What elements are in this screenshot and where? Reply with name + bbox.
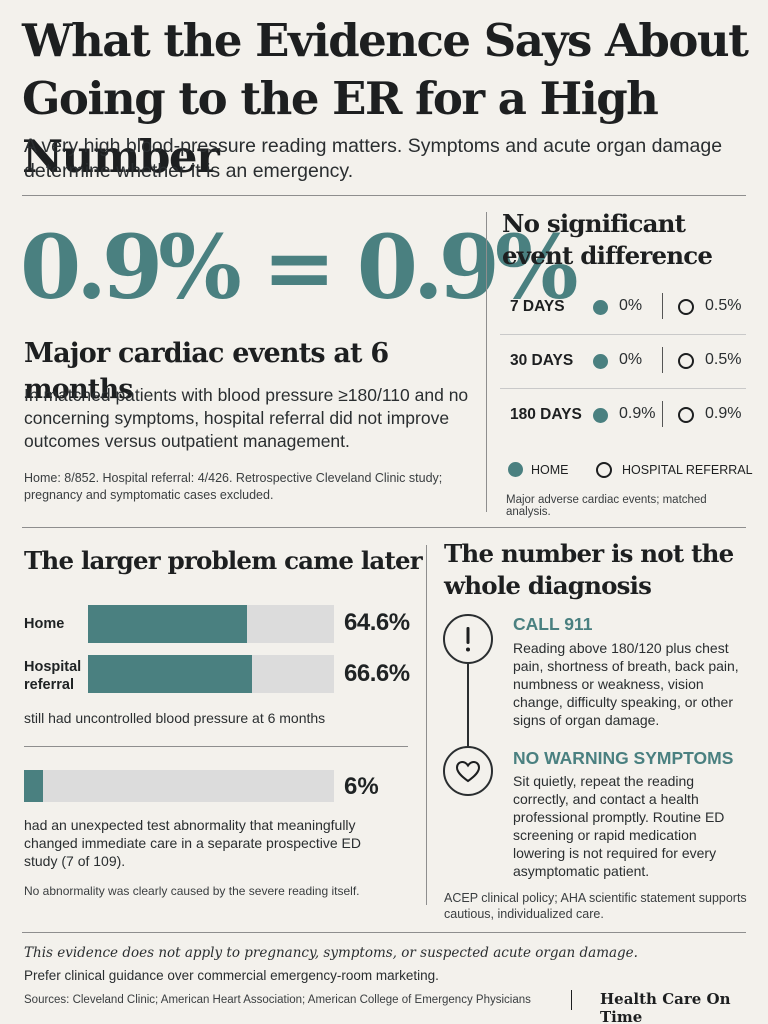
event-row-hospital-value: 0.9% — [705, 405, 742, 422]
legend-hospital-ring-icon — [596, 462, 612, 478]
bars-caption: still had uncontrolled blood pressure at… — [24, 710, 326, 726]
event-row-home-value: 0.9% — [619, 405, 656, 422]
event-row-day: 180 DAYS — [510, 406, 582, 423]
mid-divider — [22, 527, 746, 528]
bottom-column-divider — [426, 545, 427, 905]
legend-home-label: HOME — [531, 463, 569, 477]
top-column-divider — [486, 212, 487, 512]
bar-label-home: Home — [24, 616, 65, 632]
bar-track-hospital — [88, 655, 334, 693]
row-separator — [662, 293, 663, 319]
footer-divider — [22, 932, 746, 933]
event-row-30-days: 30 DAYS 0% 0.5% — [500, 334, 746, 388]
events-heading: No significant event difference — [502, 209, 713, 270]
home-dot-icon — [593, 300, 608, 315]
bar-value-home: 64.6% — [344, 609, 410, 636]
row-divider — [500, 334, 746, 335]
event-row-home-value: 0% — [619, 351, 643, 368]
no-warning-body: Sit quietly, repeat the reading correctl… — [513, 773, 725, 879]
row-separator — [662, 347, 663, 373]
no-warning-title: NO WARNING SYMPTOMS — [513, 748, 734, 768]
event-row-hospital-value: 0.5% — [705, 297, 742, 314]
abnormal-note: No abnormality was clearly caused by the… — [24, 884, 360, 898]
exclamation-icon — [443, 614, 493, 664]
call-911-body: Reading above 180/120 plus chest pain, s… — [513, 640, 739, 728]
home-dot-icon — [593, 354, 608, 369]
bar-fill-hospital — [88, 655, 252, 693]
legend-home-dot-icon — [508, 462, 523, 477]
legend-hospital-label: HOSPITAL REFERRAL — [622, 463, 753, 477]
footer-guidance: Prefer clinical guidance over commercial… — [24, 968, 439, 983]
abnormal-value: 6% — [344, 773, 379, 800]
stat-note: Home: 8/852. Hospital referral: 4/426. R… — [24, 471, 443, 502]
later-heading: The larger problem came later — [24, 546, 423, 575]
stat-body: In matched patients with blood pressure … — [24, 385, 469, 451]
hospital-ring-icon — [678, 407, 694, 423]
home-dot-icon — [593, 408, 608, 423]
hospital-ring-icon — [678, 299, 694, 315]
brand-divider — [571, 990, 572, 1010]
page-title: What the Evidence Says About Going to th… — [22, 14, 749, 183]
bar-value-hospital: 66.6% — [344, 660, 410, 687]
row-divider — [500, 388, 746, 389]
brand-logo: Health Care On Time — [600, 990, 731, 1024]
event-row-home-value: 0% — [619, 297, 643, 314]
hospital-ring-icon — [678, 353, 694, 369]
bar-track-home — [88, 605, 334, 643]
header-divider — [22, 195, 746, 196]
page-subtitle: A very high blood-pressure reading matte… — [24, 135, 723, 182]
event-row-7-days: 7 DAYS 0% 0.5% — [500, 280, 746, 334]
row-separator — [662, 401, 663, 427]
event-row-180-days: 180 DAYS 0.9% 0.9% — [500, 388, 746, 442]
heart-icon — [443, 746, 493, 796]
event-row-hospital-value: 0.5% — [705, 351, 742, 368]
stat-heading: Major cardiac events at 6 months — [24, 338, 389, 405]
event-row-day: 30 DAYS — [510, 352, 574, 369]
event-row-day: 7 DAYS — [510, 298, 565, 315]
timeline-connector — [467, 640, 469, 765]
footer-disclaimer: This evidence does not apply to pregnanc… — [24, 945, 638, 961]
diagnosis-note: ACEP clinical policy; AHA scientific sta… — [444, 891, 747, 921]
later-divider — [24, 746, 408, 747]
call-911-title: CALL 911 — [513, 614, 593, 634]
bar-track-abnormal — [24, 770, 334, 802]
bar-fill-home — [88, 605, 247, 643]
bar-fill-abnormal — [24, 770, 43, 802]
abnormal-caption: had an unexpected test abnormality that … — [24, 817, 361, 869]
diagnosis-heading: The number is not the whole diagnosis — [444, 539, 734, 600]
bar-label-hospital: Hospital referral — [24, 659, 82, 693]
big-stat: 0.9% = 0.9% — [20, 215, 578, 319]
footer-sources: Sources: Cleveland Clinic; American Hear… — [24, 994, 531, 1006]
events-note: Major adverse cardiac events; matched an… — [506, 494, 707, 518]
